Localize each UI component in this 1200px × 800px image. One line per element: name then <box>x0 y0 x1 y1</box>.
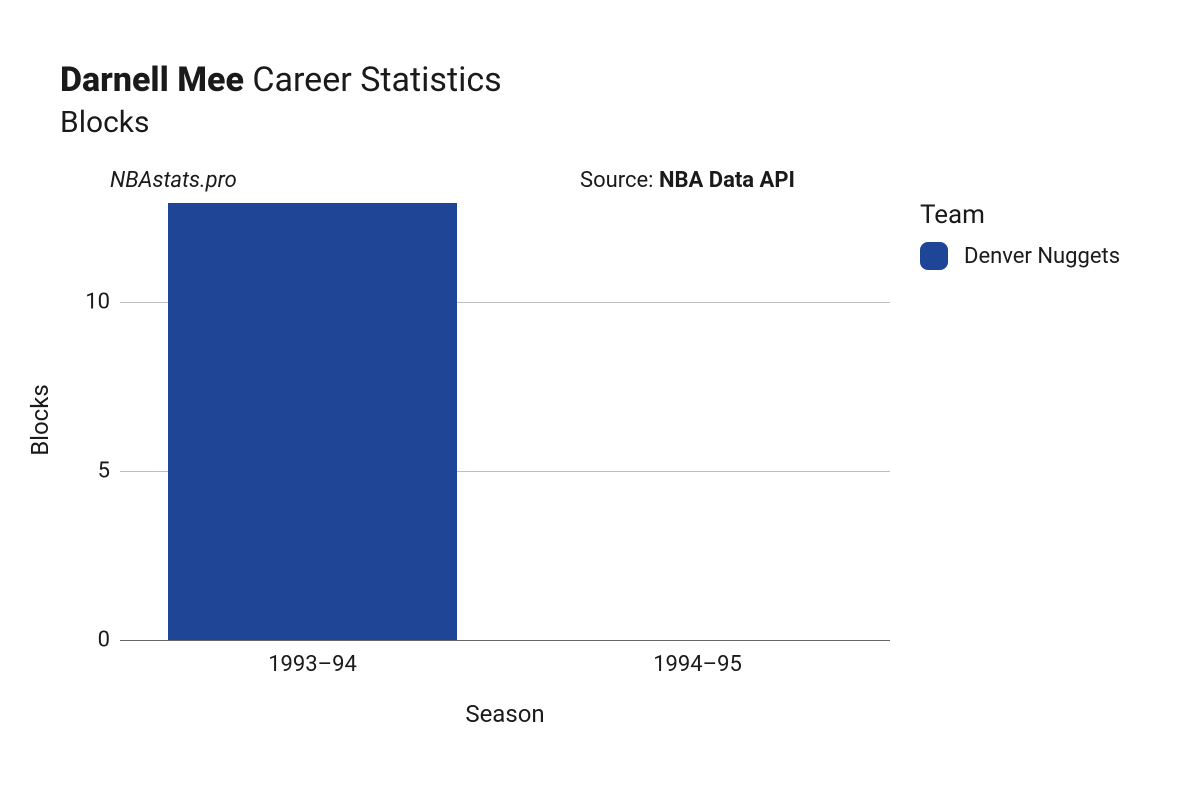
legend: Team Denver Nuggets <box>920 200 1120 270</box>
legend-item-label: Denver Nuggets <box>964 244 1120 269</box>
x-tick-label: 1994–95 <box>653 640 742 677</box>
chart-stage: Darnell Mee Career Statistics Blocks NBA… <box>0 0 1200 800</box>
x-axis-title: Season <box>465 700 544 728</box>
y-tick-label: 10 <box>85 289 120 314</box>
watermark-text: NBAstats.pro <box>110 168 237 193</box>
y-axis-title: Blocks <box>26 384 54 456</box>
y-tick-label: 0 <box>98 628 120 653</box>
legend-swatch <box>920 242 948 270</box>
x-tick-label: 1993–94 <box>268 640 357 677</box>
title-suffix: Career Statistics <box>244 60 502 100</box>
chart-title-block: Darnell Mee Career Statistics Blocks <box>60 60 502 140</box>
chart-subtitle: Blocks <box>60 105 502 140</box>
legend-title: Team <box>920 200 1120 230</box>
source-value: NBA Data API <box>659 168 795 193</box>
x-axis-baseline <box>120 640 890 641</box>
source-label: Source: <box>580 168 659 193</box>
title-player-name: Darnell Mee <box>60 60 244 100</box>
bar <box>168 203 457 640</box>
plot-area: 05101993–941994–95 <box>120 200 890 640</box>
y-tick-label: 5 <box>98 458 120 483</box>
legend-item: Denver Nuggets <box>920 242 1120 270</box>
chart-title: Darnell Mee Career Statistics <box>60 60 502 101</box>
source-attribution: Source: NBA Data API <box>580 168 795 193</box>
